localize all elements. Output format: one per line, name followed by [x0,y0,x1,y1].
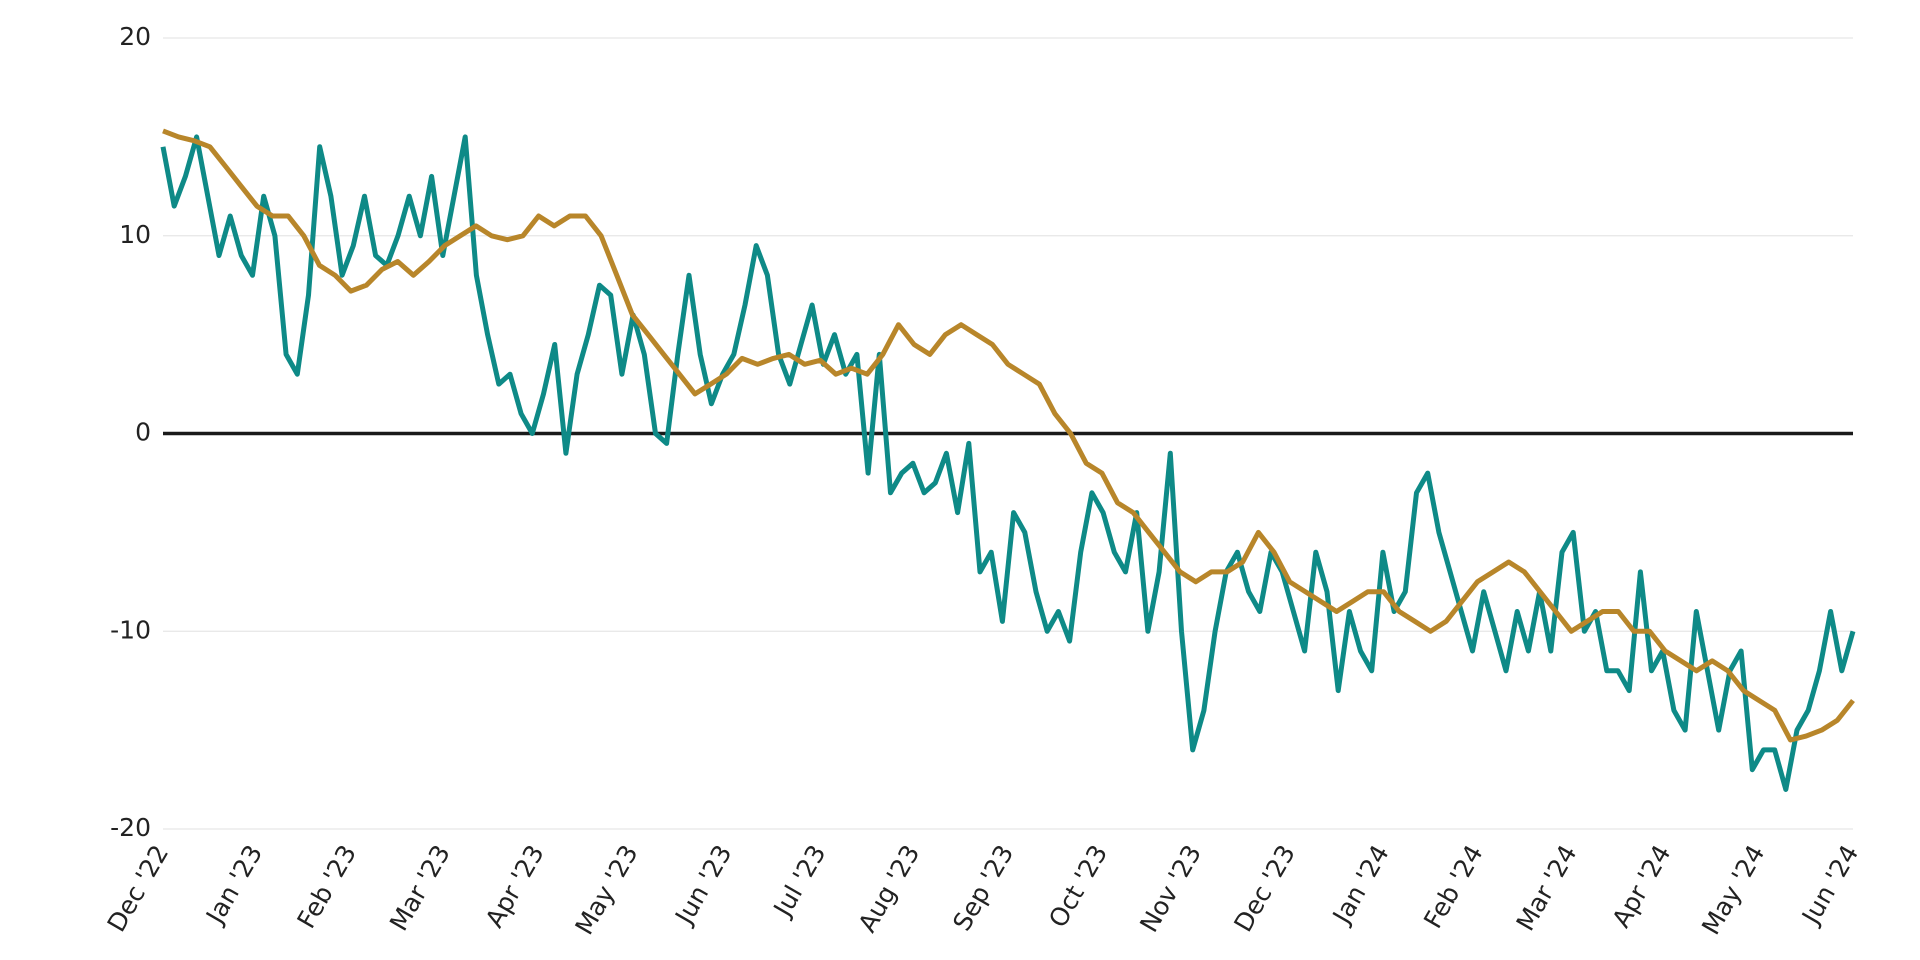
x-tick-label: Aug '23 [853,840,926,937]
x-tick-label: May '23 [569,840,643,940]
x-tick-label: Feb '24 [1418,840,1489,933]
x-tick-label: Jun '24 [1795,840,1864,930]
x-tick-label: Apr '23 [480,840,550,932]
x-tick-label: Nov '23 [1134,840,1207,937]
x-tick-label: Jul '23 [767,840,832,923]
y-tick-label: 10 [119,220,151,249]
y-tick-label: 20 [119,22,151,51]
x-tick-label: May '24 [1696,840,1770,940]
x-tick-label: Dec '23 [1228,840,1301,937]
x-tick-label: Mar '24 [1511,840,1583,936]
x-tick-label: Feb '23 [291,840,362,933]
x-tick-label: Mar '23 [384,840,456,936]
series-line [162,128,1855,743]
x-tick-label: Apr '24 [1606,840,1676,932]
x-tick-label: Jan '23 [199,840,268,930]
series-line [160,134,1856,792]
x-tick-label: Sep '23 [947,840,1019,936]
x-tick-label: Jan '24 [1326,840,1395,930]
y-tick-label: -20 [110,813,151,842]
y-tick-label: 0 [135,418,151,447]
y-tick-label: -10 [110,615,151,644]
x-tick-label: Oct '23 [1043,840,1113,932]
x-tick-label: Dec '22 [102,840,175,937]
x-tick-label: Jun '23 [669,840,738,930]
